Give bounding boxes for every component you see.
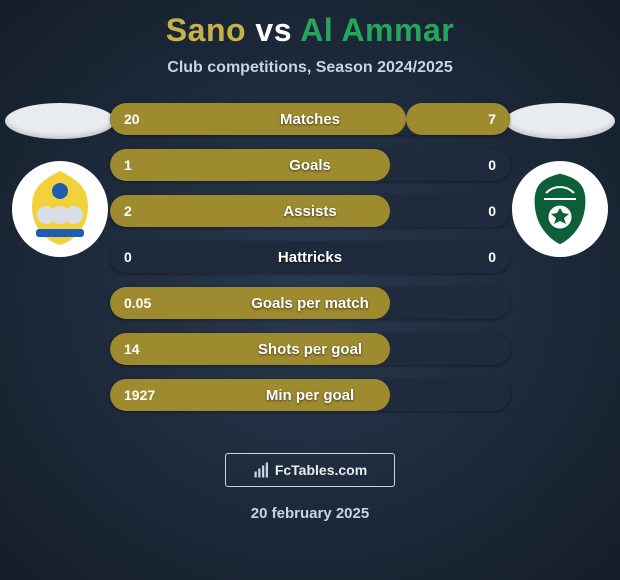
bar-value-left: 2 [124, 195, 132, 227]
bar-label: Goals per match [110, 287, 510, 319]
stat-bar: Goals1 0 [110, 149, 510, 181]
stat-bar: Goals per match0.05 [110, 287, 510, 319]
bar-label: Min per goal [110, 379, 510, 411]
player2-name: Al Ammar [300, 12, 454, 48]
bar-value-right: 7 [488, 103, 496, 135]
bar-value-right: 0 [488, 195, 496, 227]
right-column [500, 103, 620, 259]
comparison-area: Matches207Goals10Assists20Hattricks00Goa… [0, 103, 620, 423]
bar-value-left: 1 [124, 149, 132, 181]
bar-label: Goals [110, 149, 510, 181]
left-column [0, 103, 120, 259]
player2-photo-placeholder [505, 103, 615, 139]
bar-value-left: 0.05 [124, 287, 151, 319]
stat-bars: Matches207Goals10Assists20Hattricks00Goa… [110, 103, 510, 411]
player1-name: Sano [166, 12, 246, 48]
stat-bar: Assists2 0 [110, 195, 510, 227]
player1-photo-placeholder [5, 103, 115, 139]
bar-value-left: 0 [124, 241, 132, 273]
site-badge: FcTables.com [225, 453, 395, 487]
chart-icon [253, 461, 271, 479]
subtitle: Club competitions, Season 2024/2025 [0, 59, 620, 77]
player1-club-crest [10, 159, 110, 259]
stat-bar: Shots per goal14 [110, 333, 510, 365]
bar-label: Assists [110, 195, 510, 227]
bar-value-left: 14 [124, 333, 140, 365]
bar-value-left: 20 [124, 103, 140, 135]
bar-label: Matches [110, 103, 510, 135]
vs-word: vs [255, 12, 292, 48]
bar-label: Shots per goal [110, 333, 510, 365]
footer-date: 20 february 2025 [0, 505, 620, 522]
stat-bar: Hattricks0 0 [110, 241, 510, 273]
site-label: FcTables.com [275, 462, 367, 478]
stat-bar: Matches20 7 [110, 103, 510, 135]
bar-label: Hattricks [110, 241, 510, 273]
page-title: Sano vs Al Ammar [0, 0, 620, 49]
bar-value-right: 0 [488, 241, 496, 273]
stat-bar: Min per goal1927 [110, 379, 510, 411]
bar-value-left: 1927 [124, 379, 155, 411]
player2-club-crest [510, 159, 610, 259]
bar-value-right: 0 [488, 149, 496, 181]
